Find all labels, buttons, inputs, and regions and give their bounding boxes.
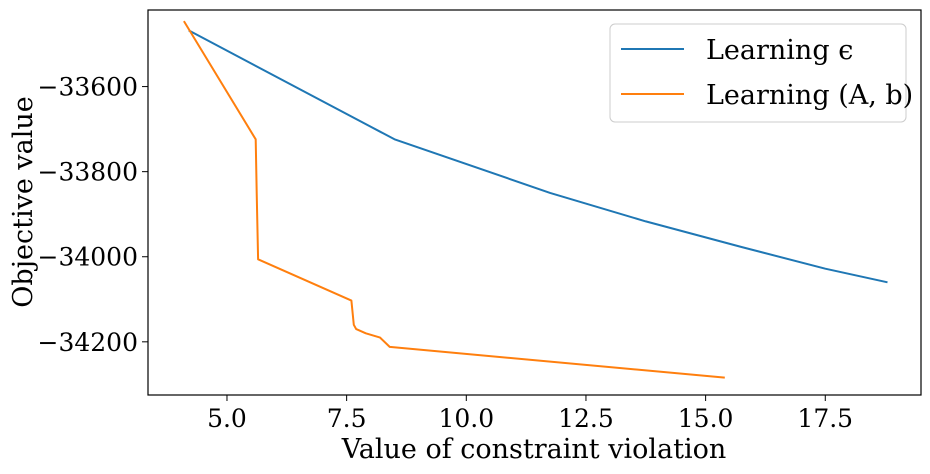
x-tick-label: 17.5 xyxy=(797,404,853,433)
legend: Learning ϵ Learning (A, b) xyxy=(609,23,913,123)
x-tick-label: 12.5 xyxy=(558,404,614,433)
series-line-1 xyxy=(183,20,725,379)
legend-label-learning-epsilon: Learning ϵ xyxy=(706,35,853,66)
y-tick-label: −34000 xyxy=(38,243,138,272)
x-tick-label: 5.0 xyxy=(207,404,247,433)
x-tick-label: 10.0 xyxy=(438,404,494,433)
plot-layer xyxy=(183,20,888,379)
legend-label-learning-a-b: Learning (A, b) xyxy=(706,80,913,111)
x-axis-label: Value of constraint violation xyxy=(341,434,726,465)
x-tick-label: 15.0 xyxy=(678,404,734,433)
series-line-0 xyxy=(188,29,888,284)
plot-area-frame xyxy=(147,9,922,396)
y-axis-ticks: −33600 −33800 −34000 −34200 xyxy=(38,73,148,357)
y-tick-label: −34200 xyxy=(38,328,138,357)
x-tick-label: 7.5 xyxy=(327,404,367,433)
y-tick-label: −33600 xyxy=(38,73,138,102)
y-axis-label: Objective value xyxy=(8,96,39,308)
y-tick-label: −33800 xyxy=(38,158,138,187)
x-axis-ticks: 5.0 7.5 10.0 12.5 15.0 17.5 xyxy=(207,395,853,433)
